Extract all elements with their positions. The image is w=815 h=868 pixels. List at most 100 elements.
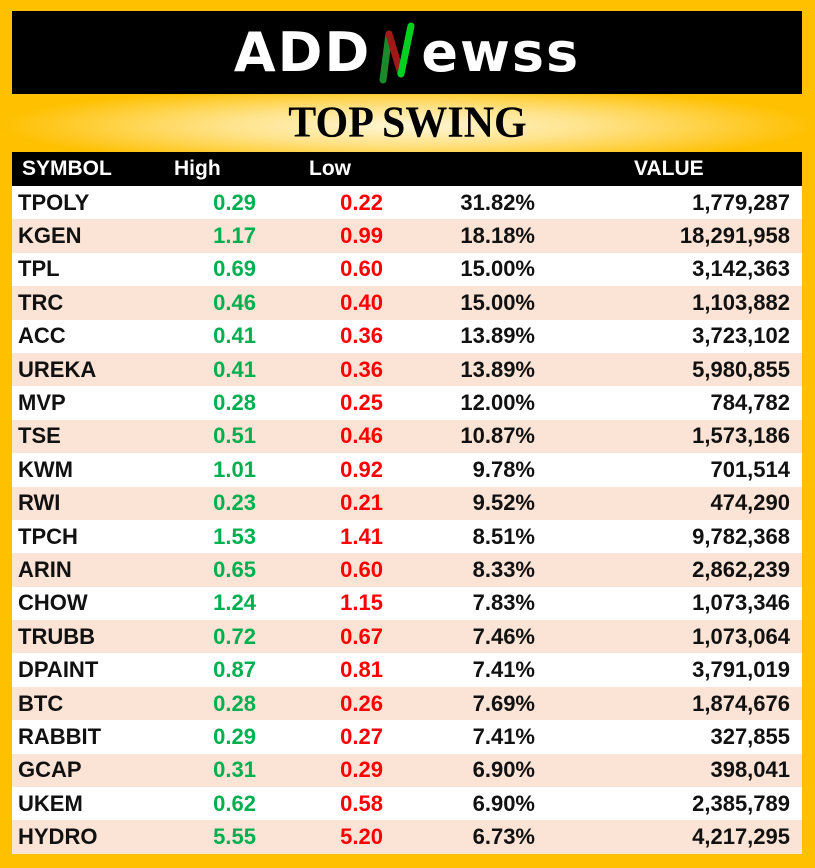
table-row: KGEN 1.17 0.99 18.18% 18,291,958 bbox=[12, 219, 802, 253]
high-cell: 0.69 bbox=[213, 256, 256, 282]
header-symbol: SYMBOL bbox=[22, 157, 112, 180]
symbol-cell: GCAP bbox=[18, 757, 82, 783]
table-row: TPOLY 0.29 0.22 31.82% 1,779,287 bbox=[12, 186, 802, 220]
low-cell: 0.81 bbox=[340, 657, 383, 683]
symbol-cell: TRC bbox=[18, 289, 64, 315]
change-cell: 9.78% bbox=[472, 456, 535, 482]
logo-n-chart-icon bbox=[373, 22, 419, 84]
high-cell: 0.65 bbox=[213, 556, 256, 582]
high-cell: 0.28 bbox=[213, 690, 256, 716]
symbol-cell: KWM bbox=[18, 456, 73, 482]
value-cell: 398,041 bbox=[710, 757, 790, 783]
low-cell: 1.41 bbox=[340, 523, 383, 549]
table-row: TRC 0.46 0.40 15.00% 1,103,882 bbox=[12, 286, 802, 320]
symbol-cell: HYDRO bbox=[18, 824, 98, 850]
value-cell: 4,217,295 bbox=[692, 824, 790, 850]
symbol-cell: KGEN bbox=[18, 223, 82, 249]
value-cell: 474,290 bbox=[710, 490, 790, 516]
high-cell: 0.29 bbox=[213, 189, 256, 215]
symbol-cell: DPAINT bbox=[18, 657, 99, 683]
header-low: Low bbox=[309, 157, 351, 180]
change-cell: 6.90% bbox=[472, 757, 535, 783]
table-row: MVP 0.28 0.25 12.00% 784,782 bbox=[12, 386, 802, 420]
value-cell: 701,514 bbox=[710, 456, 790, 482]
value-cell: 5,980,855 bbox=[692, 356, 790, 382]
low-cell: 0.27 bbox=[340, 723, 383, 749]
table-row: BTC 0.28 0.26 7.69% 1,874,676 bbox=[12, 686, 802, 721]
table-row: UREKA 0.41 0.36 13.89% 5,980,855 bbox=[12, 352, 802, 387]
symbol-cell: ARIN bbox=[18, 556, 72, 582]
header-value: VALUE bbox=[634, 157, 704, 180]
change-cell: 9.52% bbox=[472, 490, 535, 516]
change-cell: 13.89% bbox=[460, 323, 535, 349]
high-cell: 0.87 bbox=[213, 657, 256, 683]
symbol-cell: TPL bbox=[18, 256, 60, 282]
table-row: UKEM 0.62 0.58 6.90% 2,385,789 bbox=[12, 787, 802, 821]
table-row: TPCH 1.53 1.41 8.51% 9,782,368 bbox=[12, 519, 802, 554]
symbol-cell: RWI bbox=[18, 490, 61, 516]
table-header: SYMBOL High Low VALUE bbox=[12, 152, 802, 186]
symbol-cell: UKEM bbox=[18, 790, 83, 816]
high-cell: 0.41 bbox=[213, 323, 256, 349]
table-row: RABBIT 0.29 0.27 7.41% 327,855 bbox=[12, 720, 802, 754]
high-cell: 0.72 bbox=[213, 623, 256, 649]
low-cell: 0.46 bbox=[340, 423, 383, 449]
symbol-cell: MVP bbox=[18, 390, 66, 416]
high-cell: 0.31 bbox=[213, 757, 256, 783]
addnewss-logo: ADD ewss bbox=[234, 21, 580, 84]
change-cell: 15.00% bbox=[460, 289, 535, 315]
change-cell: 8.51% bbox=[472, 523, 535, 549]
low-cell: 0.36 bbox=[340, 323, 383, 349]
value-cell: 1,874,676 bbox=[692, 690, 790, 716]
high-cell: 1.17 bbox=[213, 223, 256, 249]
low-cell: 0.92 bbox=[340, 456, 383, 482]
change-cell: 8.33% bbox=[472, 556, 535, 582]
high-cell: 1.24 bbox=[213, 590, 256, 616]
symbol-cell: ACC bbox=[18, 323, 66, 349]
value-cell: 9,782,368 bbox=[692, 523, 790, 549]
value-cell: 1,103,882 bbox=[692, 289, 790, 315]
high-cell: 1.53 bbox=[213, 523, 256, 549]
table-row: TPL 0.69 0.60 15.00% 3,142,363 bbox=[12, 252, 802, 287]
symbol-cell: TPOLY bbox=[18, 189, 90, 215]
title-band: TOP SWING bbox=[0, 94, 815, 152]
change-cell: 7.41% bbox=[472, 657, 535, 683]
high-cell: 0.46 bbox=[213, 289, 256, 315]
value-cell: 3,723,102 bbox=[692, 323, 790, 349]
low-cell: 0.60 bbox=[340, 556, 383, 582]
symbol-cell: UREKA bbox=[18, 356, 97, 382]
table-row: CHOW 1.24 1.15 7.83% 1,073,346 bbox=[12, 586, 802, 621]
high-cell: 5.55 bbox=[213, 824, 256, 850]
high-cell: 0.29 bbox=[213, 723, 256, 749]
change-cell: 13.89% bbox=[460, 356, 535, 382]
change-cell: 18.18% bbox=[460, 223, 535, 249]
high-cell: 1.01 bbox=[213, 456, 256, 482]
low-cell: 0.22 bbox=[340, 189, 383, 215]
value-cell: 1,779,287 bbox=[692, 189, 790, 215]
table-row: DPAINT 0.87 0.81 7.41% 3,791,019 bbox=[12, 653, 802, 687]
table-row: ACC 0.41 0.36 13.89% 3,723,102 bbox=[12, 319, 802, 353]
logo-text-right: ewss bbox=[421, 21, 581, 84]
value-cell: 1,073,064 bbox=[692, 623, 790, 649]
value-cell: 2,862,239 bbox=[692, 556, 790, 582]
symbol-cell: TPCH bbox=[18, 523, 78, 549]
table-row: ARIN 0.65 0.60 8.33% 2,862,239 bbox=[12, 553, 802, 587]
change-cell: 7.83% bbox=[472, 590, 535, 616]
value-cell: 3,791,019 bbox=[692, 657, 790, 683]
low-cell: 0.60 bbox=[340, 256, 383, 282]
high-cell: 0.62 bbox=[213, 790, 256, 816]
value-cell: 3,142,363 bbox=[692, 256, 790, 282]
change-cell: 12.00% bbox=[460, 390, 535, 416]
high-cell: 0.28 bbox=[213, 390, 256, 416]
low-cell: 5.20 bbox=[340, 824, 383, 850]
value-cell: 1,573,186 bbox=[692, 423, 790, 449]
value-cell: 2,385,789 bbox=[692, 790, 790, 816]
high-cell: 0.23 bbox=[213, 490, 256, 516]
table-row: KWM 1.01 0.92 9.78% 701,514 bbox=[12, 453, 802, 487]
change-cell: 31.82% bbox=[460, 189, 535, 215]
table-body: TPOLY 0.29 0.22 31.82% 1,779,287 KGEN 1.17 0.99… bbox=[12, 186, 802, 854]
symbol-cell: CHOW bbox=[18, 590, 88, 616]
header-high: High bbox=[174, 157, 221, 180]
change-cell: 15.00% bbox=[460, 256, 535, 282]
symbol-cell: BTC bbox=[18, 690, 64, 716]
